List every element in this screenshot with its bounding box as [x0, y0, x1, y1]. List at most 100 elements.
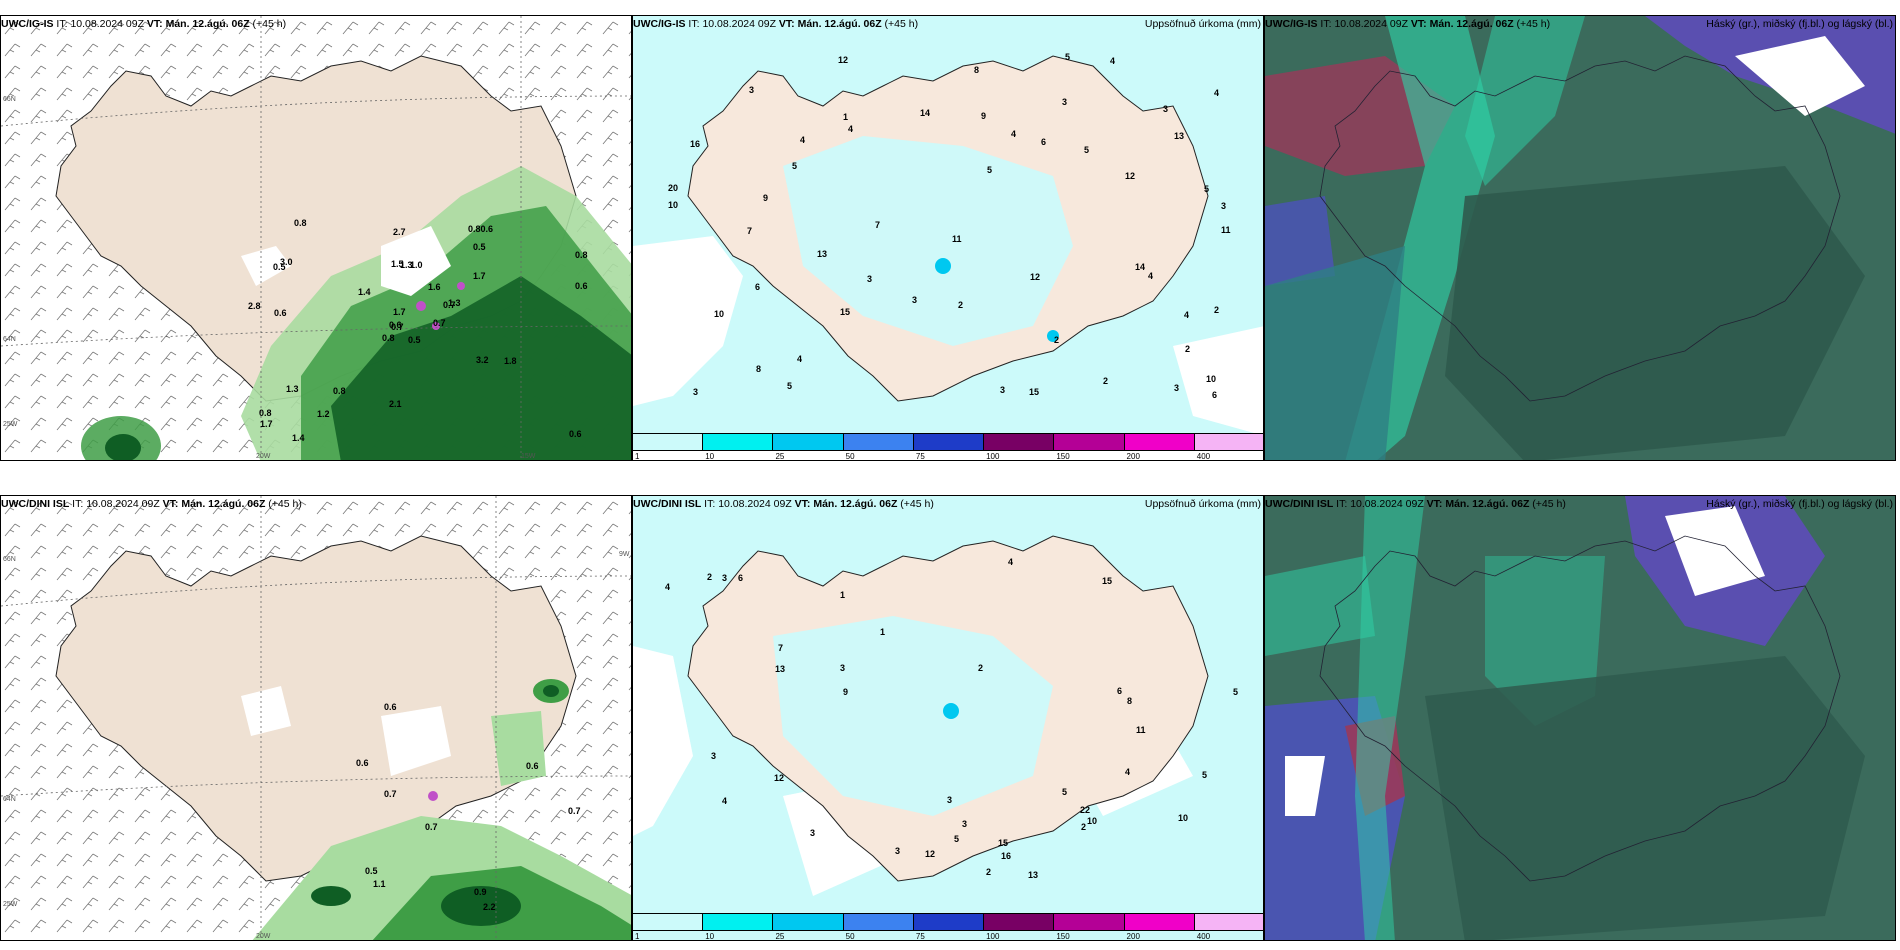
value-label: 10: [1087, 816, 1098, 826]
value-label: 3: [693, 387, 699, 397]
value-label: 7: [875, 220, 881, 230]
value-label: 12: [1125, 171, 1136, 181]
value-label: 5: [792, 161, 798, 171]
value-label: 2: [986, 867, 992, 877]
value-label: 5: [1233, 687, 1239, 697]
colorbar-tick: 100: [986, 452, 1000, 461]
value-label: 10: [668, 200, 679, 210]
colorbar-swatch: [1194, 914, 1263, 930]
value-label: 2.1: [389, 399, 402, 409]
panel-dini-clouds: UWC/DINI ISL IT: 10.08.2024 09Z VT: Mán.…: [1264, 495, 1896, 941]
colorbar-tick: 25: [775, 932, 785, 941]
colorbar-tick: 25: [775, 452, 785, 461]
value-label: 12: [925, 849, 936, 859]
value-label: 1.8: [504, 356, 517, 366]
value-label: 5: [1204, 184, 1210, 194]
colorbar-swatch: [1194, 434, 1263, 450]
value-label: 2: [978, 663, 984, 673]
value-label: 8: [974, 65, 980, 75]
value-label: 3: [962, 819, 968, 829]
colorbar-tick: 75: [915, 932, 925, 941]
precip-colorbar: 1 10 25 50 75 100 150 200 400: [633, 433, 1263, 461]
colorbar-tick: 1: [635, 932, 640, 941]
lon-label: 25W: [3, 421, 18, 428]
value-label: 1.3: [448, 298, 461, 308]
value-label: 1.7: [393, 307, 406, 317]
value-label: 4: [1184, 310, 1190, 320]
value-label: 1.2: [317, 409, 330, 419]
colorbar-swatch: [773, 434, 844, 450]
colorbar-swatch: [913, 434, 985, 450]
value-label: 4: [1008, 557, 1014, 567]
value-label: 0.6: [384, 702, 397, 712]
value-label: 0.8: [382, 333, 395, 343]
value-label: 16: [690, 139, 701, 149]
value-label: 12: [838, 55, 849, 65]
value-label: 1.6: [428, 282, 441, 292]
value-label: 13: [775, 664, 786, 674]
colorbar-swatch: [633, 914, 704, 930]
value-label: 10: [714, 309, 725, 319]
value-label: 2: [1103, 376, 1109, 386]
colorbar-swatch: [1124, 434, 1195, 450]
panel-header: UWC/DINI ISL IT: 10.08.2024 09Z VT: Mán.…: [633, 498, 1263, 513]
colorbar-tick: 75: [915, 452, 925, 461]
value-label: 0.8: [294, 218, 307, 228]
colorbar-tick: 150: [1056, 452, 1070, 461]
value-label: 1: [840, 590, 846, 600]
value-label: 15: [1102, 576, 1113, 586]
value-label: 3: [1163, 104, 1169, 114]
value-label: 4: [1214, 88, 1220, 98]
map-dini-precip: [633, 496, 1263, 940]
lon-label: 9W: [619, 551, 630, 558]
value-label: 3.0: [280, 257, 293, 267]
panel-header: UWC/IG-IS IT: 10.08.2024 09Z VT: Mán. 12…: [1265, 18, 1895, 33]
value-label: 2: [1081, 822, 1087, 832]
panel-header: UWC/DINI ISL IT: 10.08.2024 09Z VT: Mán.…: [1, 498, 302, 510]
value-label: 0.7: [433, 318, 446, 328]
value-label: 1.0: [410, 260, 423, 270]
colorbar-tick: 400: [1196, 452, 1211, 461]
value-label: 4: [1110, 56, 1116, 66]
value-label: 3: [722, 573, 728, 583]
precip-colorbar: 1 10 25 50 75 100 150 200 400: [633, 913, 1263, 941]
value-label: 6: [1041, 137, 1047, 147]
value-label: 0.7: [391, 322, 404, 332]
value-label: 5: [954, 834, 960, 844]
snow-shading: [81, 166, 631, 460]
value-label: 5: [987, 165, 993, 175]
colorbar-tick: 10: [705, 932, 715, 941]
lat-label: 64N: [3, 796, 16, 803]
value-label: 4: [722, 796, 728, 806]
value-label: 0.6: [526, 761, 539, 771]
value-label: 0.9: [474, 887, 487, 897]
value-label: 14: [1135, 262, 1146, 272]
value-label: 3: [1174, 383, 1180, 393]
value-label: 1.3: [286, 384, 299, 394]
value-label: 8: [1127, 696, 1133, 706]
value-label: 3: [947, 795, 953, 805]
value-label: 0.7: [384, 789, 397, 799]
value-label: 0.6: [389, 320, 402, 330]
colorbar-tick: 1: [635, 452, 640, 461]
model-name: UWC/IG-IS: [1, 18, 54, 30]
value-label: 13: [817, 249, 828, 259]
value-label: 4: [848, 124, 854, 134]
value-label: 3: [840, 663, 846, 673]
value-label: 0.6: [274, 308, 287, 318]
colorbar-swatches: [633, 913, 1263, 931]
lon-label: 25W: [3, 901, 18, 908]
colorbar-swatches: [633, 433, 1263, 451]
panel-header: UWC/IG-IS IT: 10.08.2024 09Z VT: Mán. 12…: [633, 18, 1263, 33]
panel-dini-precip: UWC/DINI ISL IT: 10.08.2024 09Z VT: Mán.…: [632, 495, 1264, 941]
colorbar-tick: 50: [845, 932, 855, 941]
lon-label: 20W: [256, 933, 271, 940]
value-label: 11: [1221, 225, 1231, 235]
value-label: 0.7: [568, 806, 581, 816]
colorbar-tick: 10: [705, 452, 715, 461]
colorbar-swatch: [1124, 914, 1195, 930]
value-label: 2.7: [393, 227, 406, 237]
value-label: 10: [1178, 813, 1189, 823]
value-label: 5: [1065, 52, 1071, 62]
value-label: 1: [843, 112, 849, 122]
